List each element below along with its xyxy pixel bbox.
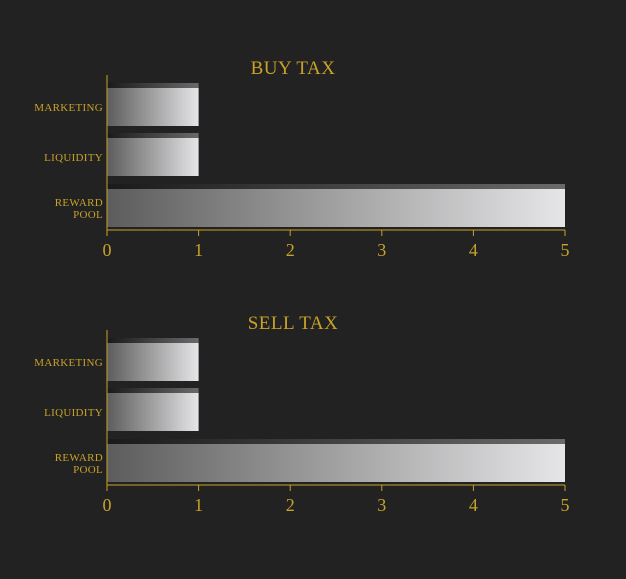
chart-title: BUY TAX	[250, 58, 336, 79]
bar	[107, 388, 199, 431]
bar	[107, 133, 199, 176]
category-label: MARKETING	[34, 357, 103, 369]
bar-top-strip	[107, 439, 565, 444]
bar-body	[107, 189, 565, 227]
category-label: MARKETING	[34, 102, 103, 114]
x-tick-label: 1	[194, 495, 203, 515]
bar-top-strip	[107, 184, 565, 189]
category-label: REWARD POOL	[55, 197, 103, 221]
x-tick-label: 3	[377, 495, 386, 515]
x-tick-label: 4	[469, 495, 478, 515]
bar	[107, 439, 565, 482]
bar-body	[107, 393, 199, 431]
category-label: LIQUIDITY	[44, 152, 103, 164]
bar	[107, 83, 199, 126]
x-tick-label: 1	[194, 240, 203, 260]
x-tick-label: 0	[103, 240, 112, 260]
x-tick-label: 5	[561, 240, 570, 260]
x-tick-label: 4	[469, 240, 478, 260]
bar-body	[107, 343, 199, 381]
x-tick-label: 2	[286, 240, 295, 260]
bar-top-strip	[107, 83, 199, 88]
bar-top-strip	[107, 388, 199, 393]
chart-title: SELL TAX	[247, 313, 339, 334]
bar-top-strip	[107, 338, 199, 343]
bar-top-strip	[107, 133, 199, 138]
bar-body	[107, 138, 199, 176]
x-tick-label: 3	[377, 240, 386, 260]
bar-body	[107, 444, 565, 482]
category-label: REWARD POOL	[55, 452, 103, 476]
bar	[107, 338, 199, 381]
bar-body	[107, 88, 199, 126]
x-tick-label: 5	[561, 495, 570, 515]
category-label: LIQUIDITY	[44, 407, 103, 419]
x-tick-label: 2	[286, 495, 295, 515]
bar	[107, 184, 565, 227]
x-tick-label: 0	[103, 495, 112, 515]
